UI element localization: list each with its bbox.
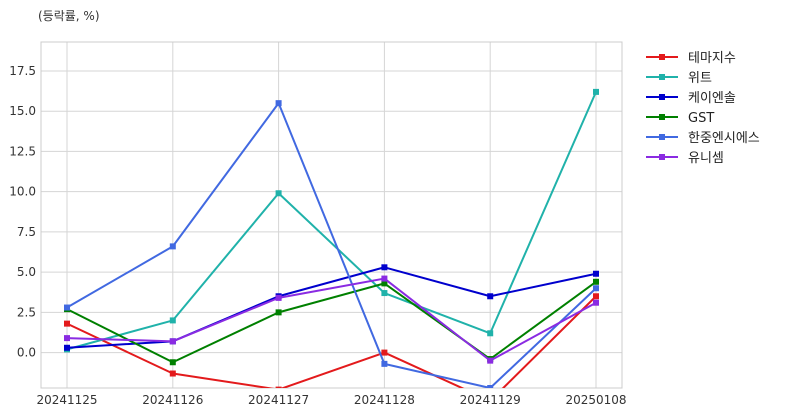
legend-marker — [659, 134, 665, 140]
legend-label: 케이엔솔 — [688, 91, 736, 106]
series-layer — [64, 88, 599, 388]
series-line — [66, 102, 597, 388]
legend-marker — [659, 94, 665, 100]
x-tick-label: 20241129 — [460, 393, 521, 407]
y-axis: 0.0 2.5 5.0 7.5 10.0 12.5 15.0 17.5 — [9, 64, 36, 360]
legend-marker — [659, 74, 665, 80]
data-point — [275, 386, 282, 388]
x-axis: 20241125 20241126 20241127 20241128 20241129… — [36, 393, 626, 407]
series-0 — [64, 293, 599, 388]
y-tick-label: 7.5 — [17, 225, 36, 239]
legend-label: 테마지수 — [688, 51, 736, 66]
legend-marker — [659, 114, 665, 120]
data-point — [64, 335, 70, 342]
y-tick-label: 0.0 — [17, 346, 36, 360]
series-line — [66, 280, 597, 364]
legend-item: 위트 — [646, 71, 712, 86]
legend-label: 한중엔시에스 — [688, 131, 760, 146]
y-tick-label: 12.5 — [9, 144, 36, 158]
data-point — [169, 359, 176, 366]
x-tick-label: 20241126 — [142, 393, 203, 407]
legend-label: 위트 — [688, 71, 712, 86]
series-line — [66, 266, 597, 349]
x-tick-label: 20241125 — [36, 393, 97, 407]
series-4 — [64, 100, 599, 388]
y-tick-label: 17.5 — [9, 64, 36, 78]
data-point — [381, 264, 388, 271]
data-point — [64, 320, 70, 327]
y-tick-label: 5.0 — [17, 265, 36, 279]
data-point — [275, 294, 282, 301]
legend-item: 테마지수 — [646, 51, 736, 66]
data-point — [381, 280, 388, 287]
legend-marker — [659, 54, 665, 60]
data-point — [487, 385, 494, 388]
data-point — [275, 309, 282, 316]
series-line — [66, 277, 597, 362]
data-point — [593, 293, 599, 300]
legend-marker — [659, 154, 665, 160]
x-tick-label: 20241128 — [354, 393, 415, 407]
legend-item: GST — [646, 111, 714, 126]
data-point — [169, 370, 176, 377]
legend-label: 유니셈 — [688, 151, 724, 166]
legend-item: 한중엔시에스 — [646, 131, 760, 146]
data-point — [64, 344, 70, 351]
data-point — [169, 243, 176, 250]
data-point — [593, 278, 599, 285]
plot-frame — [40, 41, 623, 389]
data-point — [381, 349, 388, 356]
data-point — [169, 317, 176, 324]
y-tick-label: 10.0 — [9, 185, 36, 199]
x-tick-label: 20241127 — [248, 393, 309, 407]
data-point — [593, 88, 599, 95]
data-point — [275, 190, 282, 197]
data-point — [275, 100, 282, 107]
data-point — [169, 338, 176, 345]
legend-item: 유니셈 — [646, 151, 724, 166]
x-tick-label: 20250108 — [565, 393, 626, 407]
data-point — [593, 270, 599, 277]
legend-label: GST — [688, 111, 714, 126]
data-point — [487, 293, 494, 300]
series-line — [66, 295, 597, 388]
legend-item: 케이엔솔 — [646, 91, 736, 106]
data-point — [487, 330, 494, 337]
series-line — [66, 91, 597, 351]
y-tick-label: 2.5 — [17, 305, 36, 319]
data-point — [64, 304, 70, 311]
y-tick-label: 15.0 — [9, 104, 36, 118]
data-point — [381, 275, 388, 282]
data-point — [381, 290, 388, 297]
data-point — [593, 285, 599, 292]
data-point — [593, 299, 599, 306]
data-point — [381, 360, 388, 367]
unit-label: (등락률, %) — [38, 9, 100, 23]
series-5 — [64, 275, 599, 364]
data-point — [487, 357, 494, 364]
